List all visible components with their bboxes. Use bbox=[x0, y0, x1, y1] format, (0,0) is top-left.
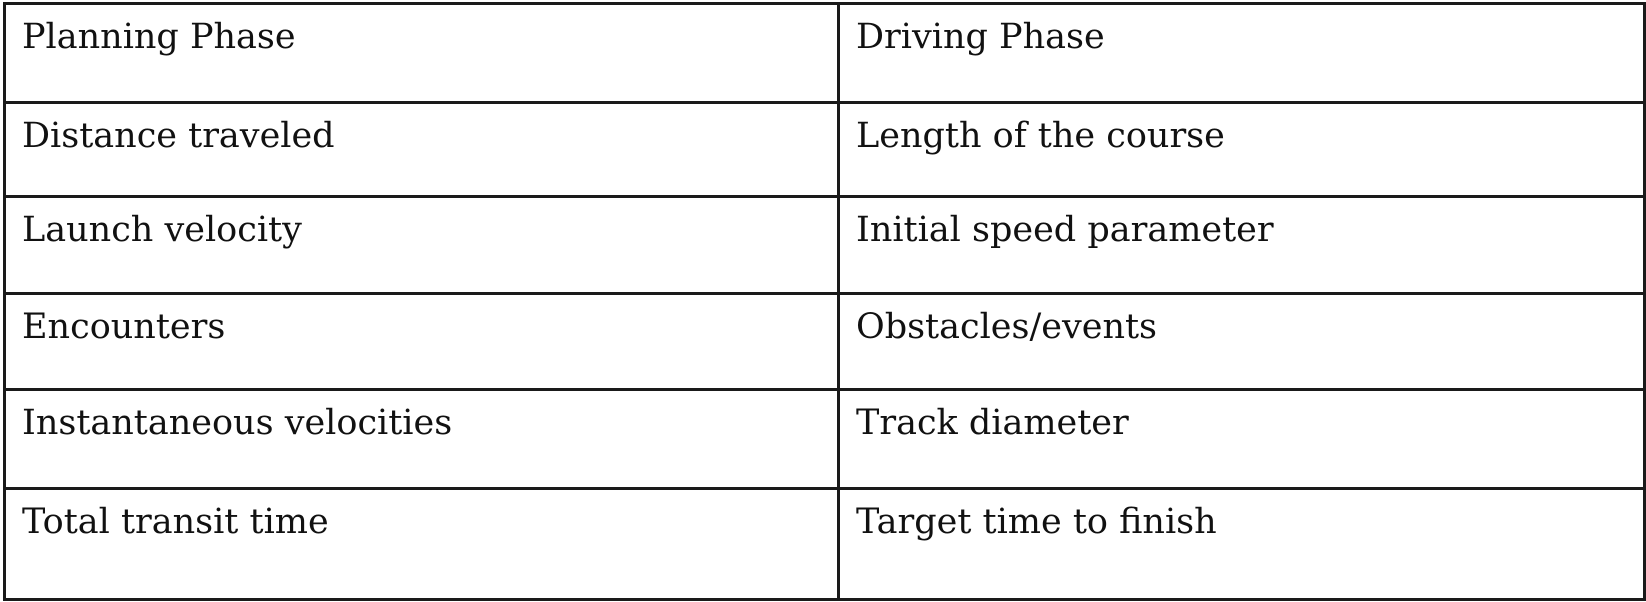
table-row: Launch velocity Initial speed parameter bbox=[3, 195, 1646, 295]
table-cell: Launch velocity bbox=[3, 195, 840, 295]
table-cell: Instantaneous velocities bbox=[3, 388, 840, 490]
header-cell-planning-phase: Planning Phase bbox=[3, 2, 840, 104]
table-row: Distance traveled Length of the course bbox=[3, 101, 1646, 198]
table-cell: Total transit time bbox=[3, 487, 840, 601]
table-cell: Track diameter bbox=[837, 388, 1646, 490]
table-cell: Length of the course bbox=[837, 101, 1646, 198]
table-cell: Obstacles/events bbox=[837, 292, 1646, 391]
table-header-row: Planning Phase Driving Phase bbox=[3, 2, 1646, 104]
table-row: Encounters Obstacles/events bbox=[3, 292, 1646, 391]
comparison-table-container: Planning Phase Driving Phase Distance tr… bbox=[3, 2, 1646, 601]
table-row: Total transit time Target time to finish bbox=[3, 487, 1646, 601]
header-cell-driving-phase: Driving Phase bbox=[837, 2, 1646, 104]
table-cell: Initial speed parameter bbox=[837, 195, 1646, 295]
table-cell: Target time to finish bbox=[837, 487, 1646, 601]
table-cell: Encounters bbox=[3, 292, 840, 391]
table-row: Instantaneous velocities Track diameter bbox=[3, 388, 1646, 490]
table-cell: Distance traveled bbox=[3, 101, 840, 198]
phase-comparison-table: Planning Phase Driving Phase Distance tr… bbox=[3, 2, 1646, 601]
